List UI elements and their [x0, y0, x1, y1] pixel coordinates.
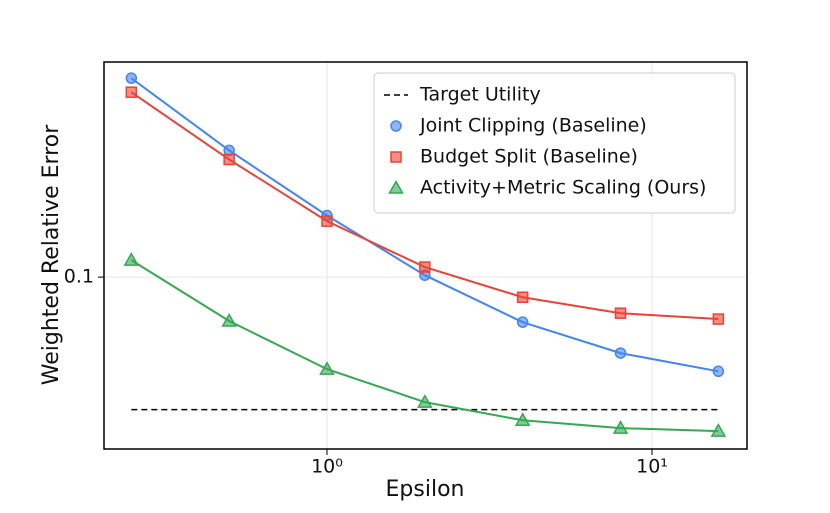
plot-frame: [103, 61, 748, 450]
y-tick-label: 0.1: [64, 266, 94, 288]
point: [614, 307, 627, 319]
point: [612, 420, 629, 434]
point: [221, 312, 237, 327]
point: [125, 72, 138, 84]
point: [516, 316, 529, 328]
point: [319, 361, 335, 375]
legend-label: Budget Split (Baseline): [420, 146, 638, 168]
point: [614, 347, 627, 359]
point: [419, 261, 431, 273]
x-axis-label: Epsilon: [386, 477, 465, 502]
point: [712, 313, 725, 325]
point: [417, 394, 433, 408]
legend: Target Utility Joint Clipping (Baseline) B…: [373, 72, 736, 214]
legend-box: [373, 72, 736, 214]
point: [712, 365, 725, 378]
point: [125, 86, 138, 98]
legend-marker: [390, 120, 402, 132]
legend-label: Target Utility: [419, 84, 541, 106]
legend-label: Joint Clipping (Baseline): [419, 115, 647, 137]
point: [514, 412, 531, 427]
y-axis-label: Weighted Relative Error: [39, 124, 64, 385]
legend-marker: [388, 179, 404, 194]
point: [123, 252, 140, 266]
legend-marker: [390, 151, 402, 163]
point: [321, 215, 333, 227]
point: [223, 153, 235, 166]
x-tick-label: 10⁰: [311, 456, 343, 478]
point: [516, 291, 529, 304]
x-tick-label: 10¹: [636, 456, 668, 478]
legend-label: Activity+Metric Scaling (Ours): [420, 177, 706, 199]
point: [710, 423, 727, 437]
